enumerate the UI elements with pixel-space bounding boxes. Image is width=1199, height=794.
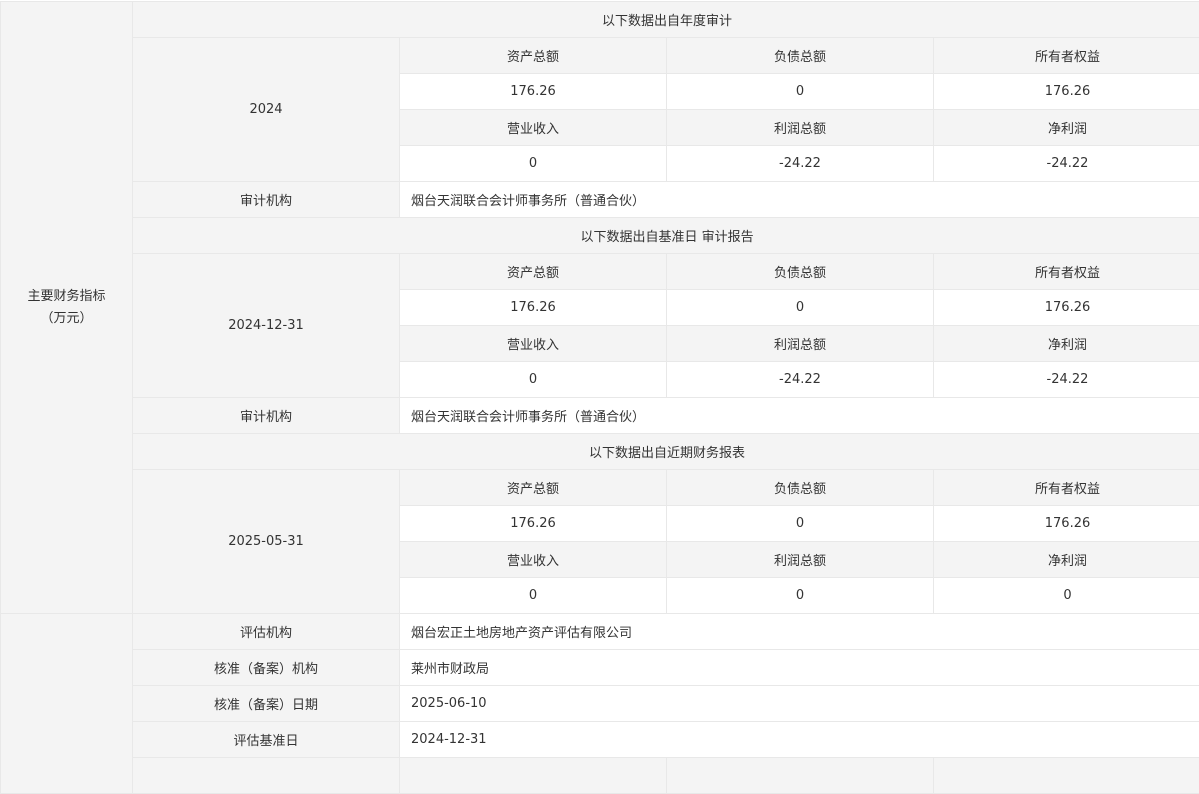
value-cell: 176.26 bbox=[934, 506, 1199, 542]
empty-cell bbox=[400, 758, 667, 794]
column-label: 营业收入 bbox=[400, 542, 667, 578]
period-label: 2024 bbox=[133, 38, 400, 182]
column-label: 负债总额 bbox=[667, 470, 934, 506]
value-cell: 0 bbox=[400, 578, 667, 614]
table-row: 审计机构 烟台天润联合会计师事务所（普通合伙） bbox=[1, 182, 1199, 218]
value-cell: 0 bbox=[934, 578, 1199, 614]
table-row bbox=[1, 758, 1199, 794]
column-label: 所有者权益 bbox=[934, 254, 1199, 290]
audit-org-value: 烟台天润联合会计师事务所（普通合伙） bbox=[400, 182, 1199, 218]
assessment-label: 评估基准日 bbox=[133, 722, 400, 758]
value-cell: -24.22 bbox=[934, 146, 1199, 182]
table-row: 主要财务指标（万元） 以下数据出自年度审计 bbox=[1, 2, 1199, 38]
column-label: 利润总额 bbox=[667, 110, 934, 146]
empty-cell bbox=[934, 758, 1199, 794]
column-label: 净利润 bbox=[934, 542, 1199, 578]
value-cell: 176.26 bbox=[400, 290, 667, 326]
column-label: 所有者权益 bbox=[934, 470, 1199, 506]
value-cell: 176.26 bbox=[934, 290, 1199, 326]
audit-org-label: 审计机构 bbox=[133, 398, 400, 434]
value-cell: 176.26 bbox=[934, 74, 1199, 110]
table-row: 以下数据出自基准日 审计报告 bbox=[1, 218, 1199, 254]
assessment-value: 2025-06-10 bbox=[400, 686, 1199, 722]
table-row: 核准（备案）日期 2025-06-10 bbox=[1, 686, 1199, 722]
period-label: 2025-05-31 bbox=[133, 470, 400, 614]
table-row: 以下数据出自近期财务报表 bbox=[1, 434, 1199, 470]
assessment-value: 莱州市财政局 bbox=[400, 650, 1199, 686]
value-cell: -24.22 bbox=[667, 362, 934, 398]
table-row: 评估基准日 2024-12-31 bbox=[1, 722, 1199, 758]
column-label: 资产总额 bbox=[400, 254, 667, 290]
column-label: 营业收入 bbox=[400, 110, 667, 146]
value-cell: 0 bbox=[667, 578, 934, 614]
table-row: 2024 资产总额 负债总额 所有者权益 bbox=[1, 38, 1199, 74]
empty-cell bbox=[667, 758, 934, 794]
value-cell: -24.22 bbox=[667, 146, 934, 182]
assessment-value: 2024-12-31 bbox=[400, 722, 1199, 758]
column-label: 净利润 bbox=[934, 326, 1199, 362]
column-label: 净利润 bbox=[934, 110, 1199, 146]
column-label: 利润总额 bbox=[667, 542, 934, 578]
column-label: 资产总额 bbox=[400, 38, 667, 74]
value-cell: 176.26 bbox=[400, 506, 667, 542]
value-cell: 0 bbox=[667, 290, 934, 326]
label-line: 主要财务指标 bbox=[27, 289, 105, 304]
table-row: 2024-12-31 资产总额 负债总额 所有者权益 bbox=[1, 254, 1199, 290]
value-cell: 0 bbox=[400, 146, 667, 182]
label-unit: （万元） bbox=[40, 311, 92, 326]
main-financial-label: 主要财务指标 （万元） bbox=[1, 2, 133, 614]
assessment-label: 核准（备案）机构 bbox=[133, 650, 400, 686]
value-cell: -24.22 bbox=[934, 362, 1199, 398]
value-cell: 176.26 bbox=[400, 74, 667, 110]
period-label: 2024-12-31 bbox=[133, 254, 400, 398]
assessment-group-label bbox=[1, 614, 133, 794]
section-header: 以下数据出自年度审计 bbox=[133, 2, 1199, 38]
audit-org-label: 审计机构 bbox=[133, 182, 400, 218]
empty-cell bbox=[133, 758, 400, 794]
column-label: 负债总额 bbox=[667, 254, 934, 290]
column-label: 利润总额 bbox=[667, 326, 934, 362]
table-row: 审计机构 烟台天润联合会计师事务所（普通合伙） bbox=[1, 398, 1199, 434]
assessment-label: 核准（备案）日期 bbox=[133, 686, 400, 722]
table-row: 评估机构 烟台宏正土地房地产资产评估有限公司 bbox=[1, 614, 1199, 650]
table-row: 核准（备案）机构 莱州市财政局 bbox=[1, 650, 1199, 686]
column-label: 营业收入 bbox=[400, 326, 667, 362]
column-label: 资产总额 bbox=[400, 470, 667, 506]
section-header: 以下数据出自近期财务报表 bbox=[133, 434, 1199, 470]
audit-org-value: 烟台天润联合会计师事务所（普通合伙） bbox=[400, 398, 1199, 434]
table-row: 2025-05-31 资产总额 负债总额 所有者权益 bbox=[1, 470, 1199, 506]
value-cell: 0 bbox=[667, 506, 934, 542]
column-label: 所有者权益 bbox=[934, 38, 1199, 74]
column-label: 负债总额 bbox=[667, 38, 934, 74]
value-cell: 0 bbox=[667, 74, 934, 110]
section-header: 以下数据出自基准日 审计报告 bbox=[133, 218, 1199, 254]
assessment-label: 评估机构 bbox=[133, 614, 400, 650]
assessment-value: 烟台宏正土地房地产资产评估有限公司 bbox=[400, 614, 1199, 650]
value-cell: 0 bbox=[400, 362, 667, 398]
